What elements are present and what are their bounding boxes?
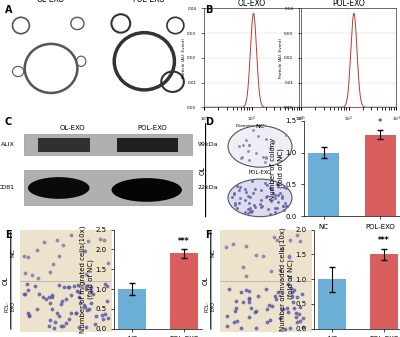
Bar — [24, 170, 192, 205]
Title: POL-EXO: POL-EXO — [332, 0, 365, 8]
Bar — [318, 279, 346, 329]
X-axis label: Diameter (nm): Diameter (nm) — [333, 124, 364, 128]
X-axis label: Diameter (nm): Diameter (nm) — [236, 124, 267, 128]
Text: OL: OL — [200, 165, 206, 175]
Ellipse shape — [112, 178, 182, 202]
Text: 22kDa: 22kDa — [198, 185, 218, 190]
Text: D: D — [205, 117, 213, 127]
Bar — [20, 281, 112, 332]
Ellipse shape — [228, 126, 292, 167]
Bar — [20, 230, 112, 281]
Bar — [38, 137, 90, 152]
Text: ALIX: ALIX — [1, 142, 15, 147]
Text: CD81: CD81 — [0, 185, 15, 190]
Bar — [170, 253, 198, 329]
Text: F: F — [205, 230, 212, 240]
Y-axis label: Number of migrated cells(10x)
(fold of NC): Number of migrated cells(10x) (fold of N… — [80, 225, 94, 333]
Text: POL-EXO: POL-EXO — [248, 170, 272, 175]
Text: E: E — [5, 230, 12, 240]
Bar — [308, 153, 339, 216]
Text: NC: NC — [10, 248, 15, 257]
Y-axis label: Number of colony
(fold of NC): Number of colony (fold of NC) — [270, 137, 284, 200]
Text: NC: NC — [210, 248, 216, 257]
Text: POL-
EXO: POL- EXO — [205, 301, 216, 312]
Y-axis label: Number of invaded cells(10x)
(fold of NC): Number of invaded cells(10x) (fold of NC… — [280, 227, 294, 331]
Text: POL-
EXO: POL- EXO — [4, 301, 15, 312]
Title: POL-EXO: POL-EXO — [133, 0, 166, 4]
Y-axis label: Particle (AU. Event): Particle (AU. Event) — [182, 38, 186, 78]
Ellipse shape — [228, 179, 292, 217]
Text: C: C — [5, 117, 12, 127]
Ellipse shape — [28, 177, 90, 199]
Text: POL-EXO: POL-EXO — [137, 125, 167, 131]
Text: 99kDa: 99kDa — [198, 142, 218, 147]
Text: ***: *** — [378, 236, 390, 245]
Text: OL-EXO: OL-EXO — [60, 125, 86, 131]
Bar — [220, 230, 312, 281]
Text: ***: *** — [178, 237, 190, 246]
Text: B: B — [205, 5, 212, 15]
Text: OL: OL — [2, 276, 8, 285]
Title: OL-EXO: OL-EXO — [238, 0, 266, 8]
Bar — [365, 135, 396, 216]
Bar — [118, 289, 146, 329]
Title: OL-EXO: OL-EXO — [37, 0, 65, 4]
Text: OL: OL — [202, 276, 208, 285]
Bar — [220, 281, 312, 332]
Text: A: A — [5, 5, 12, 15]
Text: NC: NC — [256, 124, 264, 129]
Bar — [24, 133, 192, 155]
Y-axis label: Particle (AU. Event): Particle (AU. Event) — [279, 38, 283, 78]
Bar — [370, 254, 398, 329]
Bar — [117, 137, 178, 152]
Text: *: * — [378, 118, 382, 127]
